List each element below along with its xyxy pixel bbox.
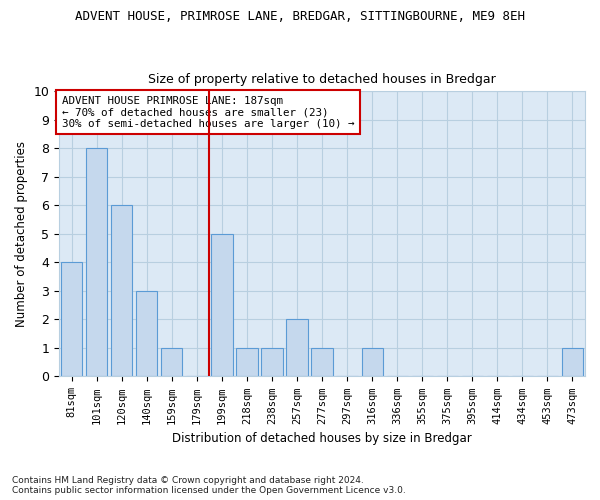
Bar	[111, 206, 133, 376]
Bar	[311, 348, 333, 376]
Text: ADVENT HOUSE, PRIMROSE LANE, BREDGAR, SITTINGBOURNE, ME9 8EH: ADVENT HOUSE, PRIMROSE LANE, BREDGAR, SI…	[75, 10, 525, 23]
Bar	[562, 348, 583, 376]
Text: Contains HM Land Registry data © Crown copyright and database right 2024.
Contai: Contains HM Land Registry data © Crown c…	[12, 476, 406, 495]
Bar	[86, 148, 107, 376]
Bar	[362, 348, 383, 376]
Bar	[61, 262, 82, 376]
Text: ADVENT HOUSE PRIMROSE LANE: 187sqm
← 70% of detached houses are smaller (23)
30%: ADVENT HOUSE PRIMROSE LANE: 187sqm ← 70%…	[62, 96, 354, 129]
Bar	[211, 234, 233, 376]
Y-axis label: Number of detached properties: Number of detached properties	[15, 141, 28, 327]
Bar	[236, 348, 257, 376]
Bar	[136, 291, 157, 376]
Title: Size of property relative to detached houses in Bredgar: Size of property relative to detached ho…	[148, 73, 496, 86]
Bar	[286, 320, 308, 376]
Bar	[262, 348, 283, 376]
X-axis label: Distribution of detached houses by size in Bredgar: Distribution of detached houses by size …	[172, 432, 472, 445]
Bar	[161, 348, 182, 376]
